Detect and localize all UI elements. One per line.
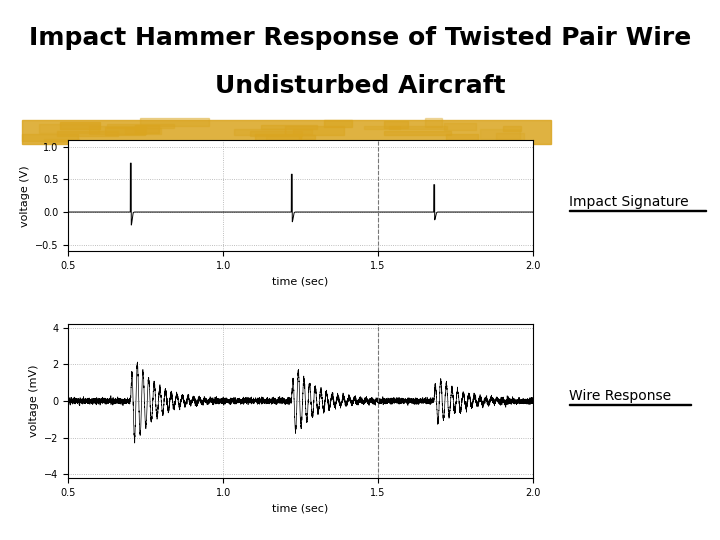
Bar bbox=[384, 121, 408, 129]
Bar bbox=[135, 125, 158, 133]
Bar bbox=[285, 126, 344, 134]
Bar bbox=[384, 131, 451, 136]
Bar bbox=[105, 127, 145, 136]
Bar bbox=[60, 122, 99, 130]
Text: Impact Signature: Impact Signature bbox=[569, 195, 688, 209]
Bar bbox=[299, 134, 315, 139]
Bar bbox=[235, 129, 285, 135]
Bar bbox=[140, 118, 209, 126]
Bar bbox=[480, 129, 521, 139]
Bar bbox=[503, 126, 521, 131]
Bar bbox=[446, 134, 478, 140]
Bar bbox=[364, 126, 400, 129]
Bar bbox=[266, 135, 301, 140]
Bar bbox=[569, 210, 706, 211]
Y-axis label: voltage (mV): voltage (mV) bbox=[29, 364, 39, 437]
Bar bbox=[22, 120, 551, 144]
Y-axis label: voltage (V): voltage (V) bbox=[19, 165, 30, 227]
Bar bbox=[261, 125, 317, 129]
Bar bbox=[324, 120, 352, 126]
Bar bbox=[44, 139, 79, 142]
Bar bbox=[107, 124, 174, 128]
Text: Impact Hammer Response of Twisted Pair Wire: Impact Hammer Response of Twisted Pair W… bbox=[29, 26, 691, 50]
X-axis label: time (sec): time (sec) bbox=[272, 503, 329, 513]
Bar bbox=[250, 131, 302, 136]
Bar bbox=[569, 404, 691, 405]
X-axis label: time (sec): time (sec) bbox=[272, 276, 329, 286]
Bar bbox=[89, 126, 146, 133]
Text: Undisturbed Aircraft: Undisturbed Aircraft bbox=[215, 75, 505, 98]
Bar bbox=[39, 124, 99, 133]
Bar bbox=[56, 131, 118, 136]
Bar bbox=[444, 123, 477, 130]
Bar bbox=[389, 126, 447, 129]
Bar bbox=[125, 128, 161, 134]
Text: Wire Response: Wire Response bbox=[569, 389, 671, 403]
Bar bbox=[496, 133, 524, 140]
Bar bbox=[293, 129, 312, 134]
Bar bbox=[255, 134, 301, 141]
Bar bbox=[425, 118, 442, 127]
Bar bbox=[22, 134, 78, 140]
